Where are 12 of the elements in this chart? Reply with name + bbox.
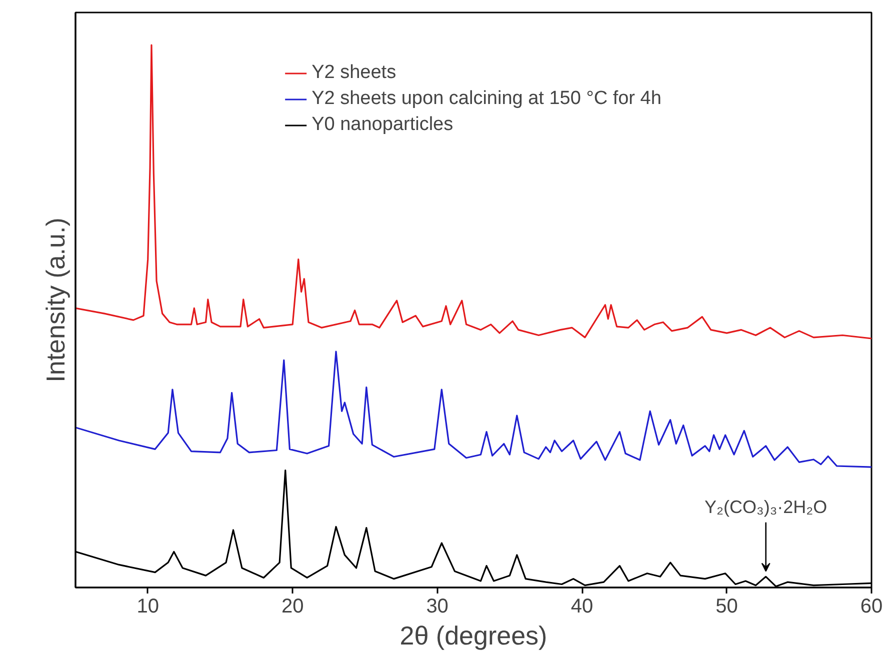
x-tick-label: 30 xyxy=(426,596,448,618)
x-tick-label: 40 xyxy=(570,596,594,618)
x-axis-title: 2θ (degrees) xyxy=(400,620,548,650)
annotation: Y₂(CO₃)₃·2H₂O xyxy=(704,496,828,517)
legend-label: Y0 nanoparticles xyxy=(312,114,454,136)
x-tick-label: 20 xyxy=(281,596,304,618)
x-tick-label: 60 xyxy=(860,596,883,618)
legend-label: Y2 sheets upon calcining at 150 °C for 4h xyxy=(312,88,662,110)
x-tick-label: 10 xyxy=(136,596,159,618)
legend-label: Y2 sheets xyxy=(312,62,396,84)
x-tick-label: 50 xyxy=(716,596,738,618)
y-axis-title: Intensity (a.u.) xyxy=(40,218,70,382)
